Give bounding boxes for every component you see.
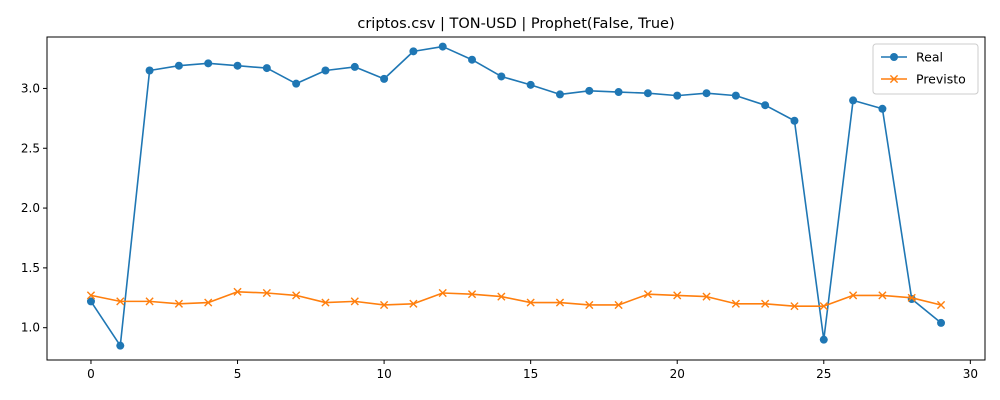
x-tick-label: 0	[87, 367, 95, 381]
data-point-previsto	[174, 299, 184, 308]
data-point-real	[468, 55, 477, 64]
y-tick-label: 2.0	[21, 201, 40, 215]
data-point-previsto	[907, 293, 916, 302]
data-point-previsto	[116, 297, 125, 306]
data-point-real	[731, 91, 740, 100]
data-point-real	[585, 86, 594, 95]
chart-title: criptos.csv | TON-USD | Prophet(False, T…	[357, 16, 674, 32]
data-point-previsto	[643, 290, 653, 299]
data-point-previsto	[438, 288, 447, 298]
data-point-previsto	[497, 292, 506, 301]
legend-marker-real	[890, 53, 898, 61]
data-point-previsto	[819, 302, 828, 311]
data-point-real	[233, 61, 242, 70]
legend-marker-previsto	[889, 74, 899, 84]
data-point-previsto	[379, 300, 389, 310]
data-point-real	[380, 74, 389, 83]
data-point-real	[614, 88, 623, 97]
data-point-real	[937, 318, 946, 327]
data-point-previsto	[467, 290, 477, 299]
data-point-previsto	[878, 291, 887, 300]
data-point-previsto	[848, 291, 858, 300]
data-point-previsto	[292, 291, 301, 300]
plot-frame	[46, 36, 986, 361]
data-point-previsto	[702, 292, 711, 301]
legend-label-real: Real	[916, 50, 943, 65]
data-point-previsto	[614, 300, 623, 310]
data-point-previsto	[673, 291, 682, 300]
data-point-real	[761, 101, 770, 110]
data-point-real	[321, 66, 330, 75]
plot-area: 0 5 10 15 20 25 30 1.0 1.5 2.0 2.5 3.0 Real Previsto	[21, 36, 986, 381]
series-line-previsto	[90, 291, 942, 307]
data-point-real	[292, 79, 301, 88]
data-point-real	[849, 96, 858, 105]
y-tick-label: 1.5	[21, 261, 40, 275]
data-point-real	[86, 297, 95, 306]
data-point-real	[790, 116, 799, 125]
data-point-previsto	[585, 300, 594, 310]
data-point-previsto	[409, 299, 418, 308]
data-point-previsto	[555, 298, 565, 307]
data-point-previsto	[233, 287, 242, 296]
data-point-previsto	[790, 302, 799, 311]
data-point-real	[878, 104, 887, 113]
data-point-real	[145, 66, 154, 75]
data-point-real	[555, 90, 564, 99]
data-point-real	[673, 91, 682, 100]
series-line-real	[90, 45, 942, 347]
data-point-real	[204, 59, 213, 68]
x-tick-label: 15	[523, 367, 538, 381]
data-point-real	[497, 72, 506, 81]
data-point-previsto	[526, 298, 535, 307]
y-tick-label: 1.0	[21, 321, 40, 335]
x-tick-label: 25	[816, 367, 831, 381]
data-point-previsto	[145, 297, 154, 306]
x-tick-label: 5	[234, 367, 242, 381]
x-tick-label: 20	[670, 367, 685, 381]
data-point-real	[702, 89, 711, 98]
data-point-previsto	[761, 299, 770, 308]
data-point-previsto	[204, 298, 213, 307]
data-point-real	[116, 341, 125, 350]
data-point-real	[819, 335, 828, 344]
data-point-previsto	[350, 297, 359, 306]
y-tick-label: 2.5	[21, 141, 40, 155]
data-point-previsto	[86, 291, 96, 300]
data-point-real	[643, 89, 652, 98]
data-point-real	[438, 42, 447, 51]
data-point-real	[262, 64, 271, 73]
x-tick-label: 10	[376, 367, 391, 381]
y-tick-label: 3.0	[21, 81, 40, 95]
data-point-real	[409, 47, 418, 56]
data-point-real	[526, 80, 535, 89]
data-point-previsto	[936, 300, 946, 310]
data-point-previsto	[731, 299, 740, 308]
data-point-real	[174, 61, 183, 70]
data-point-previsto	[321, 298, 330, 307]
legend-label-previsto: Previsto	[916, 72, 966, 87]
x-tick-label: 30	[963, 367, 978, 381]
data-point-previsto	[262, 288, 271, 298]
data-point-real	[350, 62, 359, 71]
